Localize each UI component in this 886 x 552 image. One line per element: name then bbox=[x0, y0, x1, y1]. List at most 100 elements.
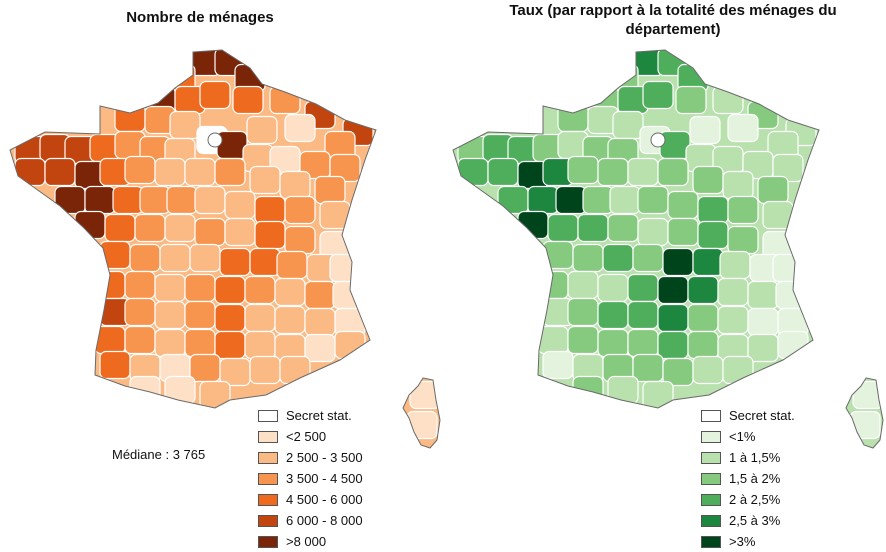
department-area bbox=[597, 273, 629, 303]
department-area bbox=[134, 213, 166, 243]
department-area bbox=[54, 185, 86, 215]
department-area bbox=[164, 213, 196, 243]
department-area bbox=[607, 213, 639, 243]
department-area bbox=[727, 113, 759, 143]
legend-label: 4 500 - 6 000 bbox=[286, 492, 363, 507]
department-area bbox=[775, 280, 807, 310]
department-area bbox=[244, 330, 276, 360]
department-area bbox=[332, 280, 364, 310]
corsica-outline bbox=[845, 377, 884, 449]
legend-entry: Secret stat. bbox=[258, 405, 363, 426]
legend-entry: 6 000 - 8 000 bbox=[258, 510, 363, 531]
department-area bbox=[722, 355, 754, 385]
department-area bbox=[722, 170, 754, 200]
department-area bbox=[692, 247, 724, 277]
department-area bbox=[112, 185, 144, 215]
department-area bbox=[597, 157, 629, 187]
legend-swatch bbox=[701, 535, 721, 548]
right-map-panel: Taux (par rapport à la totalité des ména… bbox=[443, 0, 886, 549]
department-area bbox=[675, 85, 707, 115]
legend-swatch bbox=[258, 493, 278, 506]
department-area bbox=[154, 300, 186, 330]
department-area bbox=[124, 155, 156, 185]
department-area bbox=[689, 115, 721, 145]
department-area bbox=[687, 330, 719, 360]
department-area bbox=[129, 243, 161, 273]
department-area bbox=[712, 85, 744, 115]
department-area bbox=[632, 353, 664, 383]
department-area bbox=[184, 157, 216, 187]
department-area bbox=[124, 325, 156, 355]
department-area bbox=[557, 103, 589, 133]
legend-label: <1% bbox=[729, 429, 756, 444]
department-area bbox=[189, 353, 221, 383]
department-area bbox=[164, 375, 196, 405]
department-area bbox=[572, 243, 604, 273]
department-area bbox=[129, 375, 161, 405]
department-area bbox=[214, 303, 246, 333]
legend-swatch bbox=[701, 451, 721, 464]
department-area bbox=[334, 330, 366, 360]
department-area bbox=[567, 155, 599, 185]
department-area bbox=[224, 190, 256, 220]
left-map-title: Nombre de ménages bbox=[126, 9, 274, 26]
department-area bbox=[719, 250, 751, 280]
department-area bbox=[284, 195, 316, 225]
department-area bbox=[612, 110, 644, 140]
left-map-panel: Nombre de ménages Secret stat. <2 500 2 50… bbox=[0, 0, 443, 549]
department-area bbox=[199, 80, 231, 110]
department-area bbox=[527, 185, 559, 215]
department-area bbox=[166, 185, 198, 215]
department-area bbox=[219, 247, 251, 277]
legend-label: >3% bbox=[729, 534, 756, 549]
department-area bbox=[757, 175, 789, 205]
department-area bbox=[114, 103, 146, 133]
legend-swatch bbox=[258, 472, 278, 485]
department-area bbox=[214, 330, 246, 360]
department-area bbox=[214, 275, 246, 305]
department-area bbox=[154, 157, 186, 187]
legend-swatch bbox=[258, 514, 278, 527]
department-area bbox=[627, 328, 659, 358]
right-map-legend: Secret stat. <1% 1 à 1,5% 1,5 à 2% 2 à 2,5%… bbox=[701, 405, 795, 552]
department-area bbox=[555, 185, 587, 215]
department-area bbox=[139, 185, 171, 215]
department-area bbox=[274, 305, 306, 335]
department-area bbox=[772, 253, 804, 283]
department-area bbox=[607, 375, 639, 405]
department-area bbox=[657, 157, 689, 187]
legend-label: Secret stat. bbox=[729, 408, 795, 423]
department-area bbox=[184, 328, 216, 358]
department-area bbox=[747, 333, 779, 363]
department-area bbox=[276, 250, 308, 280]
department-area bbox=[279, 355, 311, 385]
department-area bbox=[104, 213, 136, 243]
department-area bbox=[269, 85, 301, 115]
department-area bbox=[246, 115, 278, 145]
department-area bbox=[667, 217, 699, 247]
department-area bbox=[667, 190, 699, 220]
department-area bbox=[632, 243, 664, 273]
department-area bbox=[279, 170, 311, 200]
department-area bbox=[84, 185, 116, 215]
department-area bbox=[254, 220, 286, 250]
department-area bbox=[154, 273, 186, 303]
department-area bbox=[547, 213, 579, 243]
department-area bbox=[169, 110, 201, 140]
legend-swatch bbox=[258, 430, 278, 443]
department-area bbox=[284, 113, 316, 143]
legend-label: 1,5 à 2% bbox=[729, 471, 781, 486]
legend-entry: <1% bbox=[701, 426, 795, 447]
legend-swatch bbox=[258, 451, 278, 464]
department-area bbox=[254, 195, 286, 225]
department-area bbox=[637, 185, 669, 215]
department-area bbox=[657, 303, 689, 333]
department-area bbox=[99, 350, 131, 380]
legend-swatch bbox=[701, 472, 721, 485]
department-area bbox=[314, 175, 346, 205]
department-area bbox=[184, 300, 216, 330]
legend-entry: <2 500 bbox=[258, 426, 363, 447]
department-area bbox=[657, 330, 689, 360]
legend-entry: 2 500 - 3 500 bbox=[258, 447, 363, 468]
department-area bbox=[717, 277, 749, 307]
